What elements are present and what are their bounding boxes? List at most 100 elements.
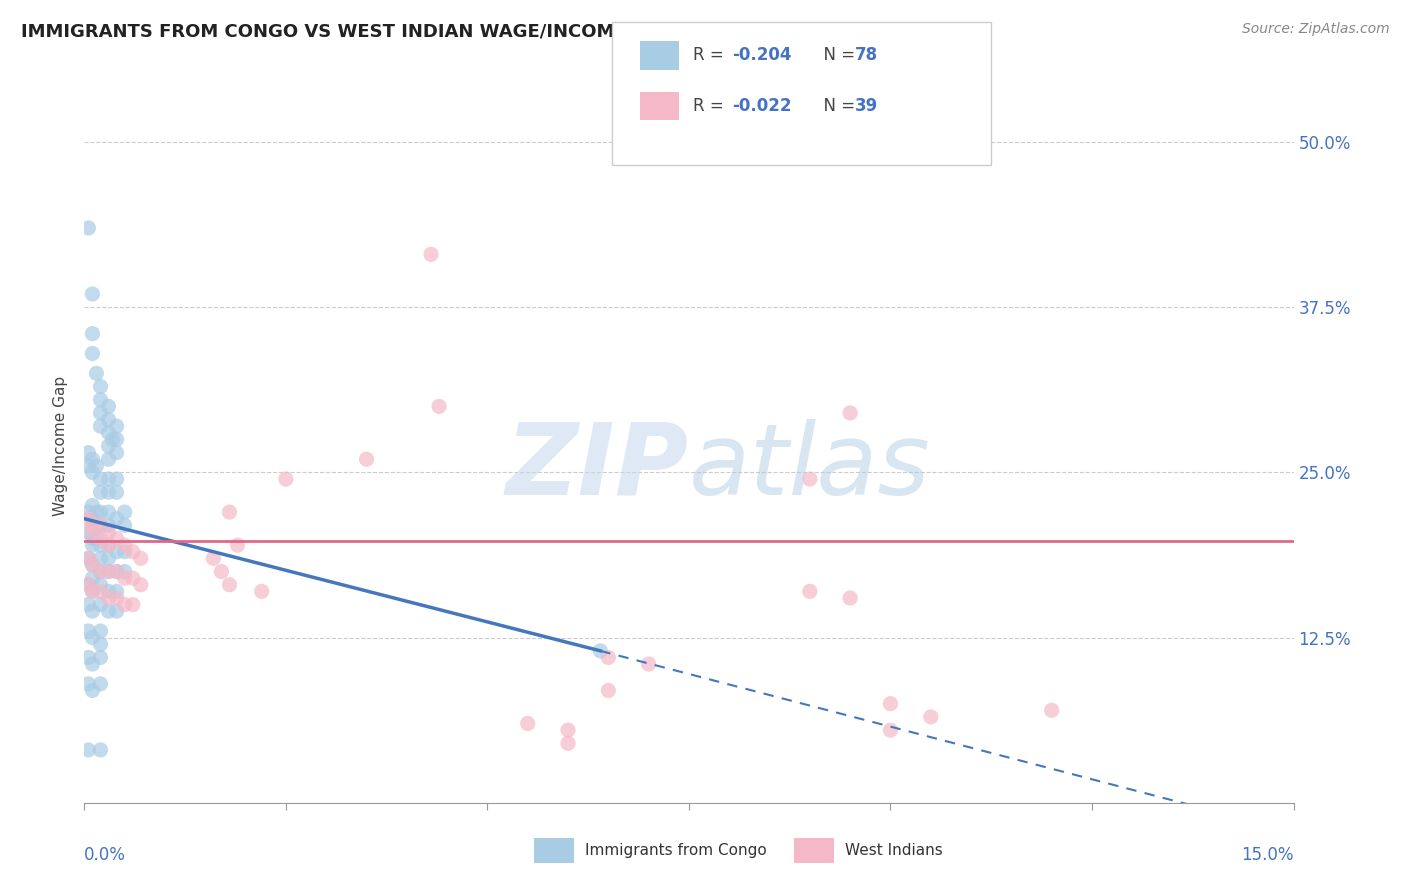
Point <box>114 538 136 552</box>
Point <box>89 624 111 638</box>
Point <box>637 657 659 671</box>
Point <box>598 650 620 665</box>
Point <box>97 604 120 618</box>
Point <box>77 458 100 473</box>
Point <box>97 452 120 467</box>
Point <box>356 452 378 467</box>
Point <box>89 379 111 393</box>
Point <box>97 565 120 579</box>
Point <box>250 584 273 599</box>
Point <box>97 524 120 539</box>
Point <box>82 584 104 599</box>
Point <box>89 650 111 665</box>
Point <box>89 406 111 420</box>
Point <box>114 518 136 533</box>
Text: ZIP: ZIP <box>506 419 689 516</box>
Point <box>129 551 152 566</box>
Point <box>101 433 124 447</box>
Point <box>105 532 128 546</box>
Point <box>105 565 128 579</box>
Text: 15.0%: 15.0% <box>1241 846 1294 863</box>
Point <box>82 657 104 671</box>
Point <box>82 511 104 525</box>
Point <box>82 326 104 341</box>
Point <box>89 518 111 533</box>
Point <box>89 472 111 486</box>
Text: atlas: atlas <box>689 419 931 516</box>
Point <box>879 723 901 738</box>
Point <box>82 287 104 301</box>
Point <box>589 644 612 658</box>
Text: N =: N = <box>813 97 860 115</box>
Point <box>799 472 821 486</box>
Point <box>598 683 620 698</box>
Point <box>86 458 108 473</box>
Point <box>839 591 862 605</box>
Point <box>77 624 100 638</box>
Point <box>77 511 100 525</box>
Point <box>89 584 111 599</box>
Point <box>839 406 862 420</box>
Point <box>97 472 120 486</box>
Point <box>516 716 538 731</box>
Point <box>226 538 249 552</box>
Point <box>89 578 111 592</box>
Point <box>105 565 128 579</box>
Point <box>89 518 111 533</box>
Point <box>97 505 120 519</box>
Point <box>209 565 232 579</box>
Point <box>557 736 579 750</box>
Point <box>114 505 136 519</box>
Point <box>114 598 136 612</box>
Point <box>82 683 104 698</box>
Point <box>799 584 821 599</box>
Point <box>77 650 100 665</box>
Point <box>89 677 111 691</box>
Point <box>105 545 128 559</box>
Point <box>89 551 111 566</box>
Text: Immigrants from Congo: Immigrants from Congo <box>585 844 766 858</box>
Point <box>1040 703 1063 717</box>
Point <box>82 538 104 552</box>
Point <box>114 565 136 579</box>
Point <box>105 433 128 447</box>
Point <box>82 518 104 533</box>
Point <box>89 505 111 519</box>
Point <box>879 697 901 711</box>
Point <box>77 551 100 566</box>
Point <box>89 538 111 552</box>
Point <box>89 637 111 651</box>
Point <box>129 578 152 592</box>
Text: IMMIGRANTS FROM CONGO VS WEST INDIAN WAGE/INCOME GAP CORRELATION CHART: IMMIGRANTS FROM CONGO VS WEST INDIAN WAG… <box>21 22 896 40</box>
Point <box>89 419 111 434</box>
Point <box>121 545 143 559</box>
Point <box>420 247 443 261</box>
Point <box>427 400 450 414</box>
Point <box>82 558 104 572</box>
Point <box>89 485 111 500</box>
Point <box>77 221 100 235</box>
Point <box>82 631 104 645</box>
Text: Source: ZipAtlas.com: Source: ZipAtlas.com <box>1241 22 1389 37</box>
Point <box>97 412 120 426</box>
Point <box>77 743 100 757</box>
Point <box>97 538 120 552</box>
Point <box>82 558 104 572</box>
Point <box>86 532 108 546</box>
Point <box>97 538 120 552</box>
Point <box>97 584 120 599</box>
Point <box>114 571 136 585</box>
Point <box>121 598 143 612</box>
Point <box>82 524 104 539</box>
Point <box>105 419 128 434</box>
Text: N =: N = <box>813 46 860 64</box>
Point <box>97 518 120 533</box>
Point <box>82 452 104 467</box>
Point <box>105 591 128 605</box>
Point <box>77 578 100 592</box>
Point <box>77 505 100 519</box>
Point <box>82 571 104 585</box>
Point <box>82 532 104 546</box>
Point <box>82 466 104 480</box>
Point <box>202 551 225 566</box>
